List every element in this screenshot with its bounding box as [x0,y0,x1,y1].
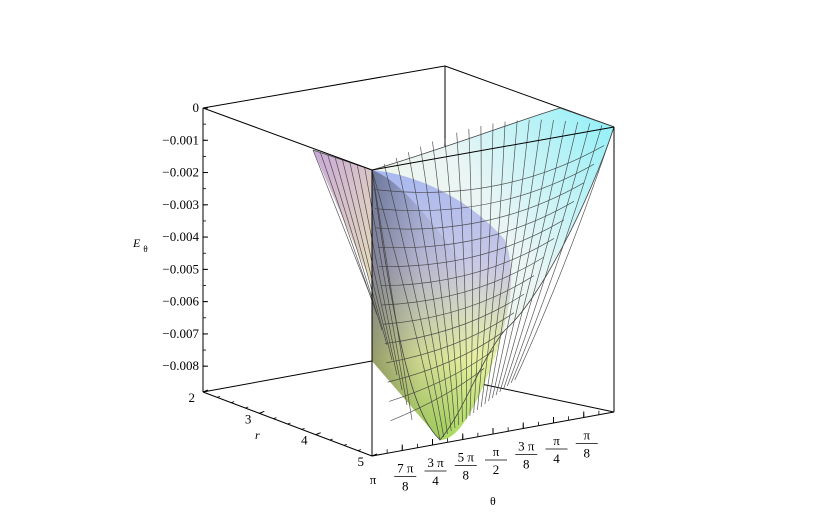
theta-tick-numerator: π [493,444,500,459]
z-tick-label: −0.005 [162,261,199,276]
mesh-line [395,157,448,435]
r-minor-tick [216,395,221,398]
mesh-line [320,152,378,316]
box-edge [371,126,615,171]
r-minor-tick [315,433,319,436]
r-tick-label: 2 [189,390,196,405]
z-tick-label: −0.008 [162,358,199,373]
theta-tick-numerator: 3 π [427,455,444,470]
z-tick-label: −0.006 [162,294,199,309]
mesh-line [468,129,473,417]
theta-tick-denominator: 8 [584,446,591,461]
theta-axis: π 7 π 8 3 π 4 5 π 8 π 2 3 π 8 π 4 π 8 [370,408,615,494]
box-edge [202,360,373,393]
r-minor-tick [357,449,362,452]
mesh-line [456,132,467,420]
r-minor-tick [259,411,263,414]
mesh-line [334,157,388,346]
theta-tick-denominator: 4 [432,473,439,488]
mesh-line [342,159,393,361]
mesh-line [380,238,555,287]
mesh-line [432,141,460,426]
mesh-line [477,123,494,411]
mesh-line [376,182,585,230]
mesh-line [514,126,615,381]
mesh-line [379,219,565,267]
theta-axis-title: θ [490,494,496,508]
surface [312,107,615,441]
box-edge [202,107,373,171]
theta-tick-denominator: 4 [553,451,560,466]
mesh-line [503,122,579,390]
r-minor-tick [273,417,277,420]
theta-tick-numerator: 7 π [397,461,414,476]
mesh-line [383,163,445,438]
z-tick-label: −0.007 [162,326,199,341]
r-minor-tick [231,401,235,404]
z-axis: 0 −0.001 −0.002 −0.003 −0.004 −0.005 −0.006 −0.… [162,100,208,373]
mesh-line [371,169,441,441]
mesh-line [473,125,482,414]
mesh-line [492,119,542,399]
theta-tick-denominator: 8 [402,479,409,494]
r-tick-label: 5 [358,454,365,469]
mesh-line [387,331,505,383]
r-minor-tick [343,443,347,446]
z-tick-label: −0.003 [162,197,199,212]
mesh-line [383,275,535,325]
z-tick-label: 0 [193,100,200,115]
mesh-line [510,125,603,384]
mesh-line [506,123,591,387]
r-axis-title: r [255,428,260,442]
mesh-line [349,162,398,376]
mesh-line [488,119,530,402]
mesh-line [356,164,403,391]
r-minor-tick [245,406,249,409]
surface-mesh [312,119,615,441]
z-tick-label: −0.001 [162,132,199,147]
theta-tick-denominator: 8 [523,457,530,472]
z-axis-title-sub: θ [143,244,147,254]
z-axis-title: E θ [132,236,148,254]
theta-tick-numerator: π [583,428,590,443]
r-axis: 2 3 4 5 [189,389,378,469]
r-minor-tick [287,422,291,425]
r-tick-label: 4 [301,433,308,448]
box-edge [202,65,446,109]
z-tick-label: −0.004 [162,229,199,244]
mesh-line [499,120,566,393]
surface-outline [312,107,615,441]
theta-tick-denominator: 8 [463,468,470,483]
r-minor-tick [329,438,333,441]
mesh-line [444,136,463,423]
mesh-line [384,293,525,344]
mesh-line [374,163,595,212]
z-tick-label: −0.002 [162,165,199,180]
theta-tick-denominator: 2 [493,462,500,477]
mesh-line [327,154,383,331]
z-axis-title-main: E [132,236,141,250]
r-minor-tick [301,427,305,430]
mesh-line [373,145,605,193]
mesh-line [381,256,545,306]
theta-tick-numerator: 3 π [518,439,535,454]
mesh-line [377,200,575,248]
theta-tick-numerator: 5 π [458,450,475,465]
r-tick-label: 3 [245,411,252,426]
mesh-line [389,349,495,402]
theta-tick-label: π [370,472,377,487]
r-minor-tick [202,390,207,393]
mesh-line [371,169,413,421]
mesh-line [312,149,373,301]
theta-tick-numerator: π [553,433,560,448]
mesh-line [484,120,518,405]
mesh-line [480,121,506,408]
mesh-line [390,368,485,422]
